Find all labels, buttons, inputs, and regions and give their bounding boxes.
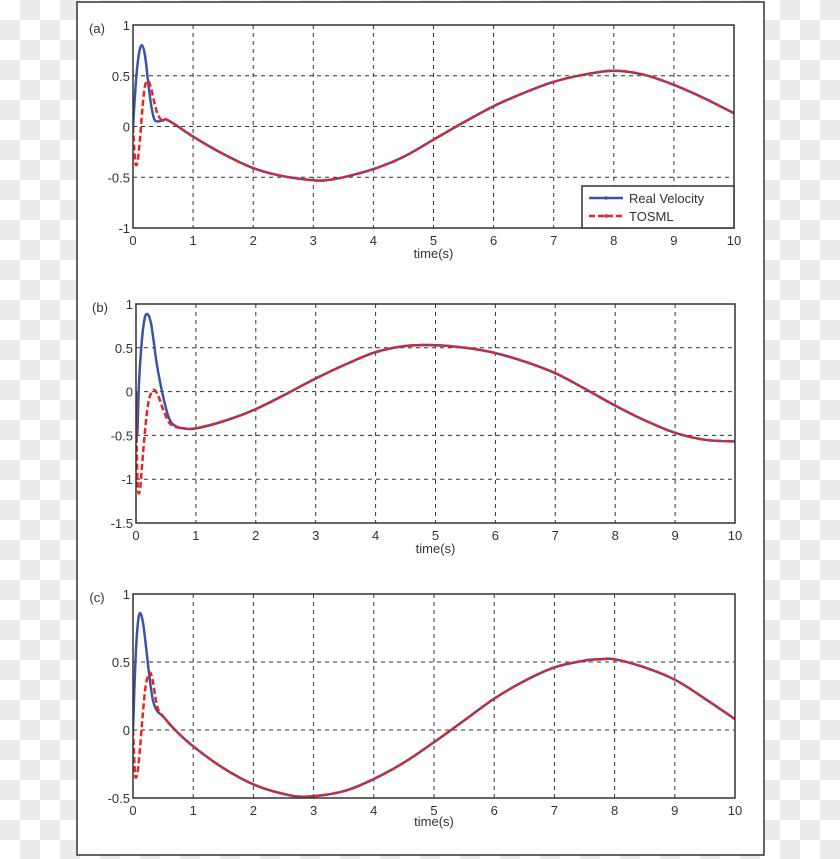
x-tick-label: 6 — [490, 233, 497, 248]
x-tick-label: 1 — [192, 528, 199, 543]
x-axis-label: time(s) — [414, 814, 454, 829]
x-tick-label: 0 — [129, 233, 136, 248]
legend-label: TOSML — [629, 209, 674, 224]
x-tick-label: 0 — [129, 803, 136, 818]
x-tick-label: 4 — [370, 233, 377, 248]
y-tick-label: 0 — [123, 723, 130, 738]
x-tick-label: 3 — [312, 528, 319, 543]
panel-label: (c) — [89, 590, 104, 605]
series-line-tosml — [133, 69, 734, 182]
x-tick-label: 10 — [727, 233, 741, 248]
x-tick-label: 8 — [612, 528, 619, 543]
x-axis-label: time(s) — [414, 246, 454, 261]
x-tick-label: 2 — [250, 233, 257, 248]
axes-frame — [132, 593, 736, 799]
x-tick-label: 0 — [132, 528, 139, 543]
y-tick-label: 1 — [123, 18, 130, 33]
x-tick-label: 7 — [550, 233, 557, 248]
panel-label: (b) — [92, 300, 108, 315]
panel-label: (a) — [89, 21, 105, 36]
y-tick-label: 1 — [123, 587, 130, 602]
legend: Real Velocity TOSML — [581, 185, 735, 229]
x-tick-label: 7 — [552, 528, 559, 543]
x-tick-label: 6 — [491, 803, 498, 818]
x-tick-label: 3 — [310, 803, 317, 818]
y-tick-label: 0 — [123, 120, 130, 135]
x-tick-label: 5 — [430, 233, 437, 248]
series-line-tosml — [133, 657, 735, 798]
x-tick-label: 4 — [372, 528, 379, 543]
y-tick-label: 0 — [126, 385, 133, 400]
y-tick-label: 0.5 — [112, 69, 130, 84]
y-tick-label: 0.5 — [115, 341, 133, 356]
y-tick-label: 1 — [126, 297, 133, 312]
x-tick-label: 2 — [252, 528, 259, 543]
x-axis-label: time(s) — [416, 541, 456, 556]
legend-label: Real Velocity — [629, 191, 705, 206]
y-tick-label: 0.5 — [112, 655, 130, 670]
x-tick-label: 9 — [671, 803, 678, 818]
axes-frame — [132, 24, 735, 229]
x-tick-label: 7 — [551, 803, 558, 818]
x-tick-label: 4 — [370, 803, 377, 818]
x-tick-label: 6 — [492, 528, 499, 543]
x-tick-label: 1 — [189, 233, 196, 248]
y-tick-label: -0.5 — [108, 170, 130, 185]
legend-box — [581, 185, 735, 229]
x-tick-label: 10 — [728, 528, 742, 543]
series-line-tosml — [136, 343, 735, 495]
y-tick-label: -1 — [121, 472, 133, 487]
y-tick-label: -0.5 — [108, 791, 130, 806]
subplot-a: 0 1 2 3 4 5 6 7 8 9 10 -1 -0.5 0 0.5 1 (a) time(s) Real Ve… — [89, 18, 741, 261]
subplot-b: 0 1 2 3 4 5 6 7 8 9 10 -1.5 -1 -0.5 0 0.5 1 (b) time(s) — [92, 297, 742, 556]
legend-marker — [604, 196, 608, 200]
x-tick-label: 9 — [670, 233, 677, 248]
legend-marker — [604, 214, 608, 218]
y-tick-label: -1 — [118, 221, 130, 236]
subplot-c: 0 1 2 3 4 5 6 7 8 9 10-0.500.51(c)time(s) — [89, 587, 742, 829]
x-tick-label: 3 — [310, 233, 317, 248]
x-tick-label: 9 — [671, 528, 678, 543]
axes-frame — [135, 303, 736, 524]
x-tick-label: 8 — [611, 803, 618, 818]
x-tick-label: 2 — [250, 803, 257, 818]
x-tick-label: 10 — [728, 803, 742, 818]
x-tick-label: 5 — [432, 528, 439, 543]
x-tick-label: 8 — [610, 233, 617, 248]
x-tick-label: 5 — [430, 803, 437, 818]
y-tick-label: -0.5 — [111, 428, 133, 443]
plot-area — [136, 304, 735, 523]
y-tick-label: -1.5 — [111, 516, 133, 531]
x-tick-label: 1 — [190, 803, 197, 818]
